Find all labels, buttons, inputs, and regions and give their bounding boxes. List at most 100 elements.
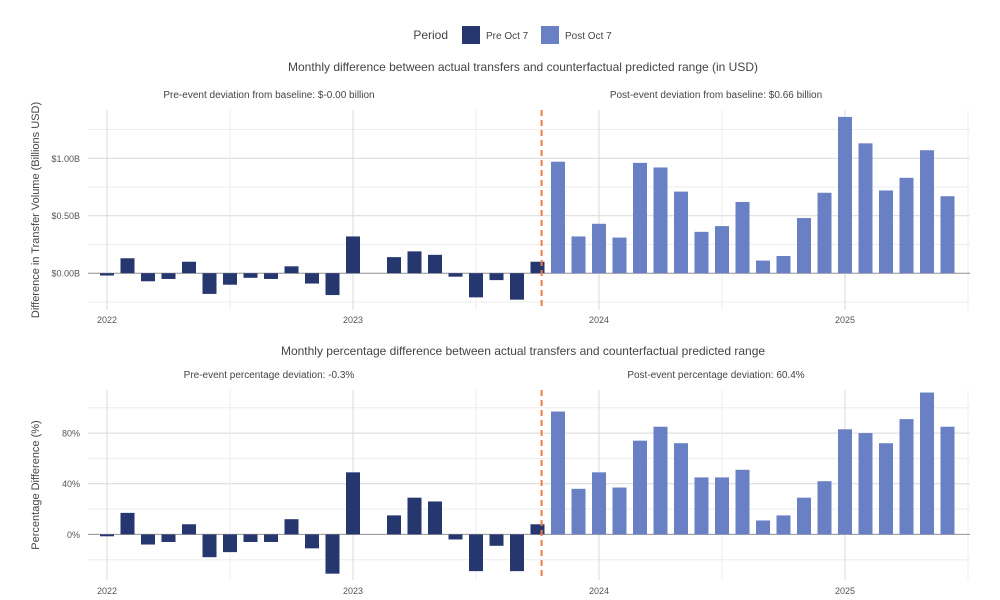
bar-2022-08 [243,273,258,278]
grid [88,110,970,310]
bar-2024-06 [694,231,709,274]
bar-2025-04 [899,177,914,274]
bar-2024-08 [735,201,750,274]
usd-difference-chart: Monthly difference between actual transf… [30,60,970,325]
bar-2024-02 [612,487,627,535]
x-tick-label: 2024 [589,315,609,325]
x-tick-labels: 2022 2023 2024 2025 [97,315,855,325]
y-tick-label: 0% [67,530,80,540]
y-tick-label: $1.00B [51,154,80,164]
bar-2023-10 [530,524,545,535]
bar-2022-02 [120,512,135,535]
bar-2022-04 [161,273,176,279]
bar-2024-03 [633,440,647,535]
bar-2023-09 [510,534,524,572]
bar-2024-11 [797,218,811,274]
legend-label-pre: Pre Oct 7 [486,31,529,42]
bar-2023-04 [407,251,422,274]
bar-2025-01 [838,116,852,274]
x-tick-label: 2022 [97,586,117,596]
post-annotation: Post-event deviation from baseline: $0.6… [610,90,822,101]
bar-2024-01 [592,223,606,274]
bar-2025-03 [879,443,893,535]
bar-2022-01 [100,273,114,276]
bar-2024-07 [715,226,729,274]
bar-2024-12 [817,192,832,274]
bar-2024-10 [776,515,791,535]
bar-2024-04 [653,167,668,274]
bar-2023-06 [448,273,463,277]
bar-2023-08 [489,273,504,281]
y-tick-labels: 0% 40% 80% [62,429,80,540]
bar-2022-11 [305,534,319,549]
y-axis-label: Difference in Transfer Volume (Billions … [30,102,42,318]
bar-2023-11 [551,411,565,535]
bar-2024-09 [756,520,770,535]
bar-2022-06 [202,534,217,558]
bar-2023-05 [428,254,442,274]
bar-2022-03 [141,534,155,545]
y-axis-label: Percentage Difference (%) [30,420,42,549]
bar-2025-05 [920,392,934,535]
x-tick-label: 2024 [589,586,609,596]
y-tick-label: 40% [62,479,80,489]
bar-2024-08 [735,469,750,535]
bar-2023-05 [428,501,442,535]
chart-title: Monthly difference between actual transf… [288,60,758,74]
x-tick-label: 2023 [343,586,363,596]
bar-2022-07 [223,534,237,553]
bar-2022-03 [141,273,155,282]
bar-2024-10 [776,255,791,274]
bar-2022-09 [264,534,278,542]
bar-2024-07 [715,477,729,535]
legend-swatch-pre [462,26,480,44]
bar-2022-11 [305,273,319,284]
bar-2023-11 [551,161,565,274]
y-tick-labels: $0.00B $0.50B $1.00B [51,154,80,279]
bars [100,116,955,300]
bar-2023-12 [571,488,586,535]
legend-title: Period [413,28,448,42]
bar-2023-12 [571,236,586,274]
bar-2023-03 [387,257,401,274]
legend-swatch-post [541,26,559,44]
bar-2022-05 [182,261,196,274]
bar-2022-08 [243,534,258,542]
x-tick-label: 2025 [835,586,855,596]
grid [88,390,970,580]
bars [100,392,955,574]
bar-2023-08 [489,534,504,546]
bar-2025-02 [858,433,873,535]
chart-title: Monthly percentage difference between ac… [281,344,765,358]
bar-2025-05 [920,150,934,274]
bar-2025-02 [858,143,873,274]
bar-2022-10 [284,266,299,274]
bar-2025-06 [940,426,955,535]
legend-label-post: Post Oct 7 [565,31,612,42]
bar-2022-07 [223,273,237,285]
bar-2023-03 [387,515,401,535]
y-tick-label: $0.00B [51,269,80,279]
percentage-difference-chart: Monthly percentage difference between ac… [30,344,970,596]
bar-2022-09 [264,273,278,279]
bar-2025-01 [838,429,852,535]
bar-2023-01 [346,472,360,535]
bar-2024-09 [756,260,770,274]
bar-2022-06 [202,273,217,294]
bar-2024-11 [797,497,811,535]
bar-2024-06 [694,477,709,535]
bar-2022-02 [120,258,135,274]
bar-2024-05 [674,191,688,274]
legend: Period Pre Oct 7 Post Oct 7 [413,26,612,44]
y-tick-label: 80% [62,429,80,439]
bar-2023-10 [530,261,545,274]
bar-2023-07 [469,273,483,298]
x-tick-label: 2022 [97,315,117,325]
bar-2023-06 [448,534,463,540]
bar-2024-02 [612,237,627,274]
bar-2023-09 [510,273,524,300]
x-tick-label: 2023 [343,315,363,325]
x-tick-label: 2025 [835,315,855,325]
bar-2022-12 [325,534,340,574]
